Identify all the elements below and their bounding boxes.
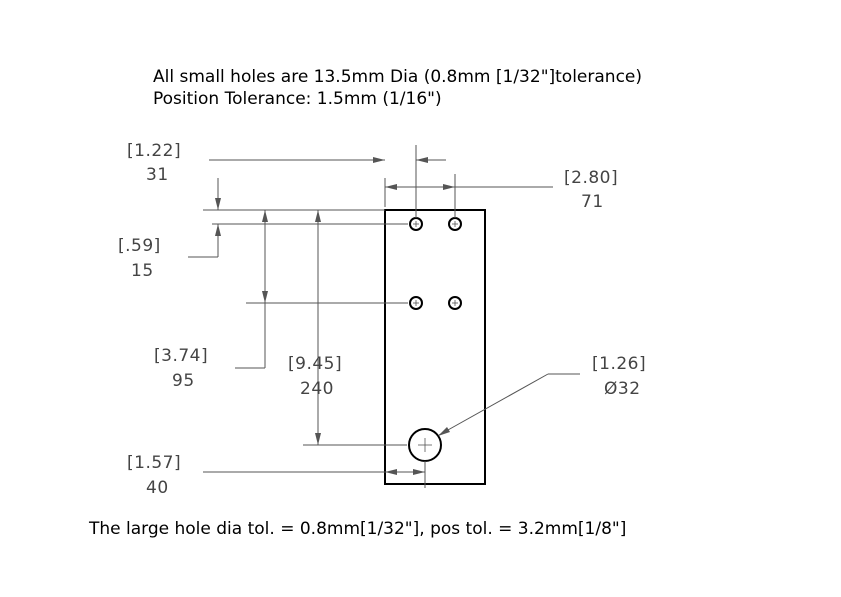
dim-large-hole-x-inch: [1.57] bbox=[127, 453, 181, 473]
dim-hole-spacing-y-mm: 95 bbox=[172, 371, 195, 391]
dim-hole-spacing-x: [2.80] 71 bbox=[385, 168, 618, 218]
dim-hole-offset-x-mm: 31 bbox=[146, 165, 169, 185]
dim-large-hole-dia: [1.26] Ø32 bbox=[438, 354, 646, 436]
large-hole bbox=[408, 428, 442, 462]
dim-hole-spacing-y: [3.74] 95 bbox=[154, 210, 408, 391]
dim-hole-offset-y-mm: 15 bbox=[131, 261, 154, 281]
dim-hole-offset-x: [1.22] 31 bbox=[127, 141, 446, 218]
dim-large-hole-y: [9.45] 240 bbox=[288, 210, 407, 446]
dim-hole-offset-y-inch: [.59] bbox=[118, 236, 161, 256]
dim-large-hole-dia-inch: [1.26] bbox=[592, 354, 646, 374]
dim-hole-offset-x-inch: [1.22] bbox=[127, 141, 181, 161]
dim-large-hole-y-mm: 240 bbox=[300, 379, 334, 399]
dim-hole-spacing-y-inch: [3.74] bbox=[154, 346, 208, 366]
small-hole-top-right bbox=[448, 217, 462, 231]
dim-large-hole-x: [1.57] 40 bbox=[127, 453, 426, 498]
note-large-hole: The large hole dia tol. = 0.8mm[1/32"], … bbox=[88, 519, 626, 539]
dim-large-hole-x-mm: 40 bbox=[146, 478, 169, 498]
small-hole-mid-right bbox=[448, 296, 462, 310]
dim-hole-offset-y: [.59] 15 bbox=[118, 178, 408, 281]
small-hole-mid-left bbox=[409, 296, 423, 310]
note-small-holes: All small holes are 13.5mm Dia (0.8mm [1… bbox=[153, 67, 642, 87]
dim-hole-spacing-x-inch: [2.80] bbox=[564, 168, 618, 188]
dim-large-hole-y-inch: [9.45] bbox=[288, 354, 342, 374]
note-position-tolerance: Position Tolerance: 1.5mm (1/16") bbox=[153, 89, 442, 109]
dim-hole-spacing-x-mm: 71 bbox=[581, 192, 604, 212]
small-hole-top-left bbox=[409, 217, 423, 231]
part-outline bbox=[384, 209, 486, 485]
dim-large-hole-dia-mm: Ø32 bbox=[604, 379, 641, 399]
